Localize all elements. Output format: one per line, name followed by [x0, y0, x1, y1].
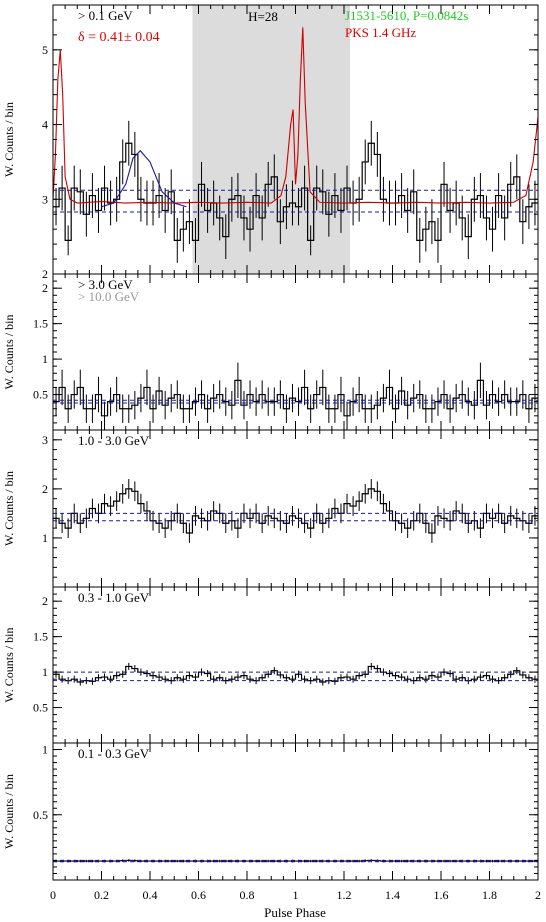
h-test-label: H=28 — [248, 9, 278, 24]
histogram-series — [53, 665, 538, 683]
y-tick-label: 1.5 — [33, 317, 48, 331]
y-tick-label: 0.5 — [33, 808, 48, 822]
offpulse-region — [192, 5, 351, 274]
x-tick-label: 0.8 — [240, 888, 255, 902]
y-axis-label: W. Counts / bin — [2, 774, 16, 849]
panel-above_3GeV: 0.5 1 1.5 2 W. Counts / bin > 3.0 GeV> 10.0 G… — [2, 273, 539, 431]
y-tick-label: 1.5 — [33, 630, 48, 644]
x-tick-label: 1.2 — [337, 888, 352, 902]
x-tick-label: 1.4 — [385, 888, 400, 902]
y-tick-label: 4 — [42, 118, 48, 132]
histogram-series — [53, 379, 538, 417]
x-tick-label: 1.6 — [434, 888, 449, 902]
plot-area — [53, 5, 538, 274]
y-tick-label: 1 — [42, 531, 48, 545]
x-tick-label: 0.2 — [94, 888, 109, 902]
energy-label: > 0.1 GeV — [78, 8, 133, 23]
y-tick-label: 0.5 — [33, 701, 48, 715]
fit-curve — [101, 149, 187, 208]
panel-0.1_0.3GeV: 0.5 1 W. Counts / bin 0.1 - 0.3 GeV — [2, 742, 539, 881]
delta-label: δ = 0.41± 0.04 — [78, 30, 160, 45]
x-tick-label: 0.4 — [143, 888, 158, 902]
energy-label: > 3.0 GeV — [78, 277, 133, 292]
panel-0.3_1GeV: 0.5 1 1.5 2 W. Counts / bin 0.3 - 1.0 GeV — [2, 586, 539, 744]
histogram-series — [53, 859, 538, 862]
y-tick-label: 1 — [42, 352, 48, 366]
y-tick-label: 2 — [42, 267, 48, 281]
x-tick-label: 2 — [535, 888, 541, 902]
panel-frame — [52, 586, 539, 744]
y-tick-label: 2 — [42, 281, 48, 295]
energy-label: 0.3 - 1.0 GeV — [78, 590, 150, 605]
y-axis-label: W. Counts / bin — [2, 628, 16, 703]
y-tick-label: 1 — [42, 743, 48, 757]
plot-area — [53, 859, 538, 863]
panel-frame — [52, 429, 539, 588]
x-tick-label: 0 — [50, 888, 56, 902]
x-tick-label: 1 — [293, 888, 299, 902]
y-tick-label: 3 — [42, 192, 48, 206]
panel-frame — [52, 742, 539, 881]
radio-label: PKS 1.4 GHz — [345, 25, 416, 40]
x-axis: Pulse Phase 0 0.2 0.4 0.6 0.8 1 1.2 1.4 1.6 1.8 2 — [50, 888, 541, 920]
y-tick-label: 2 — [42, 482, 48, 496]
y-tick-label: 5 — [42, 43, 48, 57]
radio-profile-curve — [53, 27, 538, 204]
energy-label: 1.0 - 3.0 GeV — [78, 433, 150, 448]
y-tick-label: 1 — [42, 665, 48, 679]
energy-label: 0.1 - 0.3 GeV — [78, 746, 150, 761]
plot-area — [53, 362, 538, 430]
y-tick-label: 3 — [42, 433, 48, 447]
x-tick-label: 0.6 — [191, 888, 206, 902]
x-tick-label: 1.8 — [482, 888, 497, 902]
y-tick-label: 0.5 — [33, 388, 48, 402]
panels-group: 2 3 4 5 W. Counts / bin > 0.1 GeV δ = 0.41± 0.… — [2, 4, 539, 881]
pulsar-label: J1531-5610, P=0.0842s — [345, 8, 468, 23]
panel-total: 2 3 4 5 W. Counts / bin > 0.1 GeV δ = 0.41± 0.… — [2, 4, 539, 281]
y-axis-label: W. Counts / bin — [2, 102, 16, 177]
y-axis-label: W. Counts / bin — [2, 471, 16, 546]
panel-1_3GeV: 1 2 3 W. Counts / bin 1.0 - 3.0 GeV — [2, 429, 539, 588]
plot-area — [53, 662, 538, 686]
energy-label-secondary: > 10.0 GeV — [78, 289, 140, 304]
plot-area — [53, 479, 538, 543]
y-tick-label: 2 — [42, 594, 48, 608]
x-axis-label: Pulse Phase — [264, 905, 326, 920]
histogram-series — [53, 488, 538, 534]
y-axis-label: W. Counts / bin — [2, 315, 16, 390]
